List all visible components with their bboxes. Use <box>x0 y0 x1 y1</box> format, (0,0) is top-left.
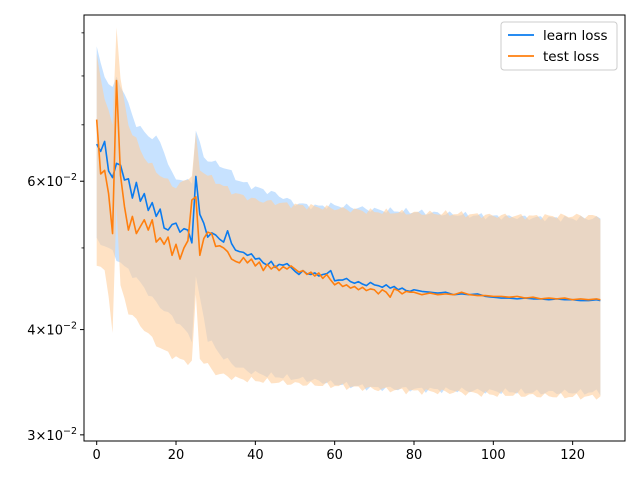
x-tick-label: 0 <box>93 448 101 463</box>
legend-label: learn loss <box>543 28 608 44</box>
series-lines <box>95 79 601 302</box>
line-learn-loss <box>95 140 601 302</box>
x-tick-label: 120 <box>560 448 585 463</box>
x-tick-label: 20 <box>168 448 185 463</box>
plot-frame <box>83 14 626 442</box>
y-axis: 3×10−2 4×10−2 6×10−2 <box>27 32 84 444</box>
x-tick-label: 60 <box>326 448 343 463</box>
band-test-loss <box>96 27 601 400</box>
x-tick-label: 40 <box>247 448 264 463</box>
y-tick-label: 6×10−2 <box>27 172 77 190</box>
line-test-loss <box>95 79 601 301</box>
legend-label: test loss <box>543 49 599 65</box>
confidence-bands <box>96 27 601 400</box>
legend: learn loss test loss <box>500 21 618 71</box>
y-tick-label: 3×10−2 <box>27 426 77 444</box>
y-tick-label: 4×10−2 <box>27 321 77 339</box>
legend-box <box>500 21 618 71</box>
x-tick-label: 80 <box>406 448 423 463</box>
x-tick-label: 100 <box>481 448 506 463</box>
x-axis: 0 20 40 60 80 100 120 <box>93 441 585 463</box>
